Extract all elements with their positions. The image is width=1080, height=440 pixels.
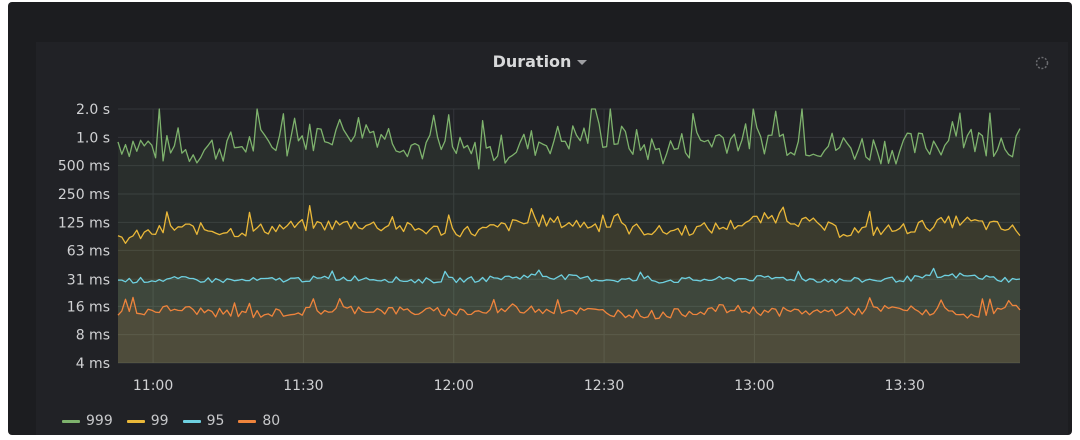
series-area-99 — [118, 205, 1020, 363]
y-tick-label: 500 ms — [58, 159, 110, 175]
series-areas — [118, 109, 1020, 363]
series-area-999 — [118, 109, 1020, 363]
series-area-80 — [118, 297, 1020, 363]
series-line-95 — [118, 267, 1021, 284]
y-tick-label: 2.0 s — [76, 102, 110, 118]
y-tick-label: 1.0 s — [76, 130, 110, 146]
legend-swatch — [182, 419, 201, 423]
x-tick-label: 13:30 — [885, 378, 925, 394]
series-area-95 — [118, 268, 1020, 363]
y-axis-ticks: 4 ms 8 ms 16 ms 31 ms 63 ms 125 ms 250 ms 500 m… — [58, 102, 110, 372]
x-axis-ticks: 11:00 11:30 12:00 12:30 13:00 13:30 — [133, 378, 925, 394]
legend-item-999[interactable]: 999 — [62, 413, 113, 429]
legend-item-99[interactable]: 99 — [126, 413, 169, 429]
x-tick-label: 11:30 — [283, 378, 323, 394]
panel-title-text[interactable]: Duration — [492, 52, 572, 71]
legend-item-95[interactable]: 95 — [182, 413, 225, 429]
y-tick-label: 31 ms — [67, 272, 110, 288]
y-tick-label: 8 ms — [76, 328, 110, 344]
legend-swatch — [126, 419, 145, 423]
gear-icon[interactable] — [1034, 55, 1050, 71]
x-tick-label: 11:00 — [133, 378, 173, 394]
series-line-80 — [117, 296, 1021, 320]
series-line-99 — [117, 205, 1021, 244]
legend-label: 99 — [150, 413, 169, 429]
legend-label: 999 — [86, 413, 113, 429]
legend-swatch — [238, 419, 257, 423]
graph-panel — [36, 42, 1068, 435]
x-tick-label: 12:30 — [584, 378, 624, 394]
y-tick-label: 16 ms — [67, 299, 110, 315]
y-tick-label: 250 ms — [58, 187, 110, 203]
x-tick-label: 12:00 — [434, 378, 474, 394]
y-tick-label: 125 ms — [58, 215, 110, 231]
panel-title[interactable]: Duration — [0, 52, 1080, 71]
legend-label: 80 — [262, 413, 281, 429]
legend-label: 95 — [206, 413, 225, 429]
series-line-999 — [117, 108, 1021, 170]
chevron-down-icon[interactable] — [577, 60, 588, 65]
chart-legend: 999 99 95 80 — [62, 413, 280, 429]
x-tick-label: 13:00 — [734, 378, 774, 394]
y-tick-label: 4 ms — [76, 356, 110, 372]
legend-swatch — [62, 419, 80, 423]
series-lines — [117, 108, 1021, 320]
y-tick-label: 63 ms — [67, 243, 110, 259]
legend-item-80[interactable]: 80 — [238, 413, 280, 429]
